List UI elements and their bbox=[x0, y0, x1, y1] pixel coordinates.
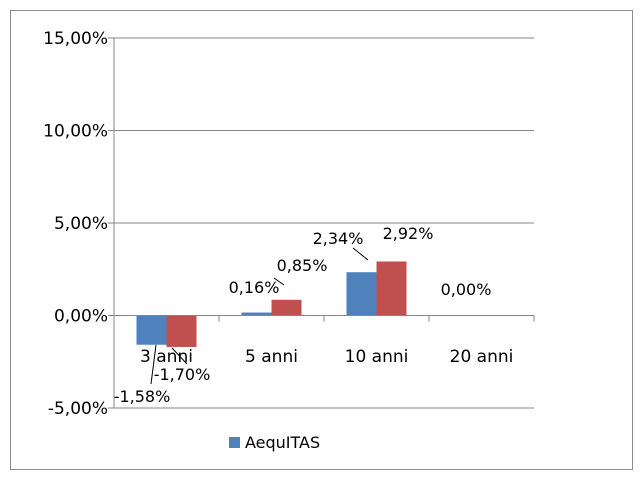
leader-line bbox=[273, 277, 285, 286]
y-tick-label: 10,00% bbox=[43, 122, 108, 142]
legend-label: AequITAS bbox=[245, 433, 320, 452]
x-tick-label: 3 anni bbox=[140, 347, 193, 367]
data-label: -1,70% bbox=[154, 365, 211, 384]
y-tick-label: 5,00% bbox=[54, 214, 108, 234]
bar-series2 bbox=[376, 261, 407, 316]
legend-swatch bbox=[229, 437, 240, 448]
y-tick-label: 15,00% bbox=[43, 29, 108, 49]
x-tick-label: 5 anni bbox=[245, 347, 298, 367]
x-tick-label: 20 anni bbox=[450, 347, 514, 367]
data-label: 2,92% bbox=[383, 224, 434, 243]
data-label: -1,58% bbox=[114, 387, 171, 406]
x-tick-label: 10 anni bbox=[345, 347, 409, 367]
data-label: 0,00% bbox=[441, 280, 492, 299]
data-label: 0,16% bbox=[229, 278, 280, 297]
data-label: 2,34% bbox=[313, 229, 364, 248]
leader-line bbox=[352, 247, 369, 261]
bar-series1 bbox=[346, 272, 377, 316]
bar-series2 bbox=[166, 315, 197, 347]
bar-series1 bbox=[136, 315, 167, 345]
bar-series2 bbox=[271, 299, 302, 316]
data-label: 0,85% bbox=[277, 256, 328, 275]
leader-line bbox=[171, 347, 188, 365]
bar-series1 bbox=[241, 312, 272, 316]
y-tick-label: -5,00% bbox=[48, 399, 108, 419]
leader-line bbox=[150, 344, 157, 385]
y-tick-label: 0,00% bbox=[54, 307, 108, 327]
